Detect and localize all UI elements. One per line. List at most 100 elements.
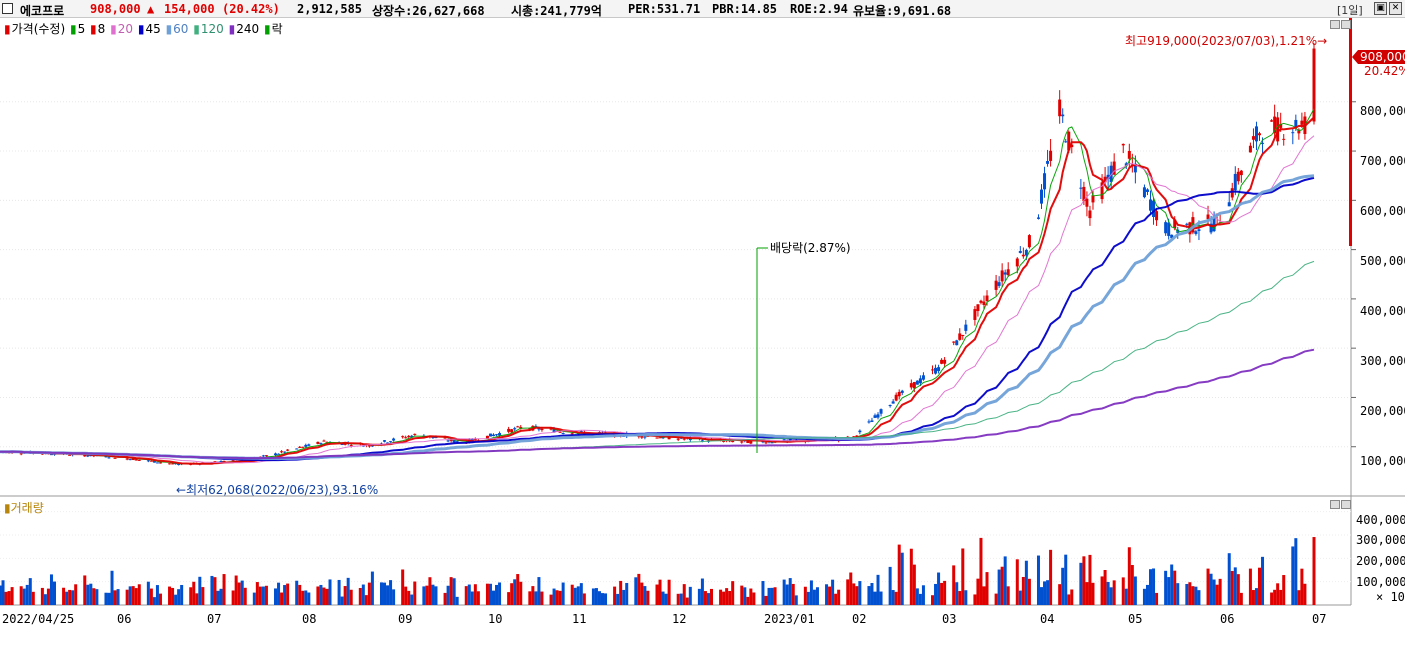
volume-bar [128,586,132,605]
candle-body [682,438,686,440]
candle-body [731,440,735,443]
x-axis-tick: 04 [1040,612,1055,626]
candle-body [918,378,922,384]
price-axis-tick: 700,000 [1360,154,1405,168]
price-axis-tick: 800,000 [1360,104,1405,118]
volume-bar [410,594,414,605]
candle-body [643,436,647,438]
period-selector[interactable]: [1일] [1337,4,1363,17]
volume-bar [579,583,583,605]
volume-bar [973,594,977,605]
candle-body [1251,136,1255,140]
volume-bar [1197,590,1201,605]
candle-body [49,454,53,456]
volume-bar [834,593,838,605]
candle-body [277,453,281,455]
volume-bar [888,566,892,605]
candle-body [1312,48,1316,122]
panel-minimize-icon[interactable] [1330,20,1340,29]
price-axis-tick: 600,000 [1360,204,1405,218]
candle-body [1279,124,1283,128]
candle-body [1167,222,1171,236]
volume-bar [455,596,459,605]
volume-bar [301,590,305,605]
volume-bar [68,589,72,605]
candle-body [1003,272,1007,275]
volume-bar [661,591,665,605]
volume-bar [473,584,477,605]
panel-close-icon[interactable] [1341,20,1351,29]
candle-body [994,280,998,290]
volume-bar [1248,568,1252,605]
volume-bar [637,573,641,605]
volume-bar [328,579,332,605]
candle-body [158,462,162,464]
candle-body [921,375,925,380]
candle-body [1294,119,1298,128]
volume-bar [900,552,904,605]
volume-close-icon[interactable] [1341,500,1351,509]
volume-bar [125,589,129,605]
volume-bar [912,564,916,605]
candle-body [1258,133,1262,136]
volume-bar [467,584,471,605]
select-checkbox[interactable] [2,3,13,14]
volume-bar [192,581,196,605]
volume-bar [870,582,874,605]
volume-bar [158,593,162,605]
volume-bar [464,586,468,605]
candle-body [68,454,72,456]
candle-body [915,380,919,385]
candle-body [1254,126,1258,142]
candle-body [488,433,492,437]
candle-body [495,434,499,436]
candle-body [349,445,353,447]
volume-bar [383,582,387,605]
volume-bar [89,583,93,605]
candle-body [1170,234,1174,239]
volume-bar [1206,568,1210,605]
high-annotation: 최고919,000(2023/07/03),1.21%→ [1125,34,1327,48]
candle-body [640,434,644,438]
restore-icon[interactable]: ▣ [1374,2,1387,15]
volume-bar [1191,586,1195,605]
volume-bar [264,585,268,605]
volume-bar [1088,554,1092,605]
candle-body [286,449,290,451]
stock-header-bar: 에코프로 908,000 ▲ 154,000 (20.42%) 2,912,58… [0,0,1405,18]
volume-bar [401,569,405,605]
volume-bar [1015,559,1019,605]
candle-body [870,420,874,422]
candle-body [1164,222,1168,234]
volume-bar [240,580,244,605]
close-icon[interactable]: ✕ [1389,2,1402,15]
candle-body [558,431,562,433]
volume-bar [189,587,193,605]
volume-bar [237,582,241,605]
volume-bar [513,579,517,605]
volume-bar [149,588,153,605]
volume-bar [252,592,256,605]
volume-bar [846,579,850,605]
candle-body [1145,189,1149,192]
candle-body [1109,165,1113,182]
volume-bar [812,589,816,605]
volume-bar [210,575,214,605]
candle-body [383,440,387,442]
volume-bar [307,592,311,605]
volume-bar [434,586,438,605]
candle-body [1133,163,1137,173]
candle-body [152,460,156,463]
volume-bar [915,588,919,605]
volume-bar [40,587,44,605]
volume-bar [516,574,520,605]
x-axis-tick: 03 [942,612,957,626]
volume-bar [449,577,453,605]
candle-body [283,451,287,453]
candle-body [322,440,326,442]
volume-minimize-icon[interactable] [1330,500,1340,509]
volume-bar [168,586,172,605]
candle-body [485,435,489,439]
current-price: 908,000 [90,2,141,16]
